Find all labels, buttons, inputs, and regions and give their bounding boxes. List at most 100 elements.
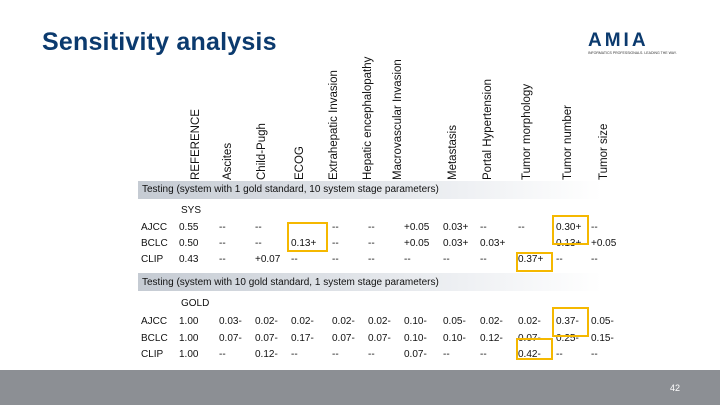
table-cell: 0.07-	[368, 333, 391, 344]
table-cell: --	[332, 238, 339, 249]
section2-label: Testing (system with 10 gold standard, 1…	[142, 277, 439, 288]
table-cell: 0.02-	[291, 316, 314, 327]
row-label: AJCC	[141, 222, 168, 233]
table-cell: 1.00	[179, 349, 199, 360]
table-cell: 0.25-	[556, 333, 579, 344]
logo-tagline: INFORMATICS PROFESSIONALS. LEADING THE W…	[588, 51, 677, 55]
page-title: Sensitivity analysis	[42, 28, 277, 56]
table-cell: --	[480, 222, 487, 233]
column-header: REFERENCE	[190, 109, 202, 180]
table-cell: --	[368, 222, 375, 233]
table-cell: +0.05	[591, 238, 617, 249]
table-cell: 0.05-	[443, 316, 466, 327]
table-cell: --	[556, 349, 563, 360]
column-header: Extrahepatic Invasion	[328, 70, 340, 180]
table-cell: --	[591, 254, 598, 265]
table-cell: +0.05	[404, 222, 430, 233]
table-cell: --	[591, 222, 598, 233]
table-cell: 0.37+	[518, 254, 544, 265]
table-cell: --	[255, 238, 262, 249]
table-cell: --	[332, 222, 339, 233]
table-cell: --	[219, 222, 226, 233]
table-cell: 0.30+	[556, 222, 582, 233]
table-cell: 0.15-	[591, 333, 614, 344]
page-number: 42	[669, 383, 680, 393]
table-cell: --	[291, 349, 298, 360]
section1-gold-label: SYS	[181, 205, 202, 216]
column-header: Macrovascular Invasion	[392, 59, 404, 180]
table-cell: 0.05-	[591, 316, 614, 327]
row-label: AJCC	[141, 316, 168, 327]
highlight-box	[552, 307, 589, 337]
table-cell: 0.50	[179, 238, 199, 249]
highlight-box	[287, 222, 328, 252]
table-cell: --	[368, 254, 375, 265]
table-cell: 0.03+	[480, 238, 506, 249]
table-cell: 0.10-	[443, 333, 466, 344]
table-cell: --	[480, 254, 487, 265]
table-cell: 1.00	[179, 333, 199, 344]
table-cell: --	[291, 254, 298, 265]
amia-logo: AMIA INFORMATICS PROFESSIONALS. LEADING …	[588, 30, 684, 56]
table-cell: 0.02-	[518, 316, 541, 327]
section1-band	[138, 181, 602, 199]
table-cell: --	[219, 349, 226, 360]
table-cell: --	[332, 349, 339, 360]
column-header: Hepatic encephalopathy	[362, 56, 374, 180]
table-cell: 0.42-	[518, 349, 541, 360]
table-cell: 0.03+	[443, 238, 469, 249]
table-cell: 0.07-	[255, 333, 278, 344]
footer-bar	[0, 370, 720, 405]
table-cell: --	[480, 349, 487, 360]
row-label: CLIP	[141, 254, 164, 265]
table-cell: --	[443, 254, 450, 265]
column-header: Metastasis	[447, 125, 459, 180]
table-cell: 0.37-	[556, 316, 579, 327]
table-cell: --	[368, 238, 375, 249]
table-cell: --	[556, 254, 563, 265]
table-cell: --	[255, 222, 262, 233]
table-cell: 0.07-	[219, 333, 242, 344]
table-cell: --	[518, 222, 525, 233]
table-cell: 0.02-	[480, 316, 503, 327]
row-label: BCLC	[141, 238, 168, 249]
table-cell: +0.05	[404, 238, 430, 249]
table-cell: --	[591, 349, 598, 360]
table-cell: 0.13+	[291, 238, 317, 249]
table-cell: 0.17-	[291, 333, 314, 344]
column-header: ECOG	[294, 146, 306, 180]
highlight-box	[516, 338, 553, 360]
table-cell: 1.00	[179, 316, 199, 327]
table-cell: 0.02-	[368, 316, 391, 327]
highlight-box	[516, 252, 553, 272]
table-cell: 0.12-	[255, 349, 278, 360]
table-cell: 0.43	[179, 254, 199, 265]
table-cell: 0.03+	[443, 222, 469, 233]
table-cell: --	[368, 349, 375, 360]
table-cell: 0.12-	[480, 333, 503, 344]
table-cell: 0.10-	[404, 316, 427, 327]
column-header: Ascites	[222, 142, 234, 180]
row-label: CLIP	[141, 349, 164, 360]
table-cell: 0.02-	[255, 316, 278, 327]
section2-gold-label: GOLD	[181, 298, 210, 309]
column-header: Tumor number	[562, 105, 574, 180]
table-cell: 0.55	[179, 222, 199, 233]
table-cell: 0.03-	[219, 316, 242, 327]
table-cell: --	[219, 254, 226, 265]
section1-label: Testing (system with 1 gold standard, 10…	[142, 184, 439, 195]
row-label: BCLC	[141, 333, 168, 344]
table-cell: 0.07-	[404, 349, 427, 360]
table-cell: 0.10-	[404, 333, 427, 344]
column-header: Portal Hypertension	[482, 79, 494, 180]
table-cell: +0.07	[255, 254, 281, 265]
table-cell: --	[219, 238, 226, 249]
logo-word: AMIA	[588, 30, 649, 51]
table-cell: 0.02-	[332, 316, 355, 327]
table-cell: --	[332, 254, 339, 265]
column-header: Tumor morphology	[521, 83, 533, 180]
table-cell: --	[404, 254, 411, 265]
table-cell: 0.07-	[332, 333, 355, 344]
table-cell: --	[443, 349, 450, 360]
column-header: Tumor size	[598, 123, 610, 180]
